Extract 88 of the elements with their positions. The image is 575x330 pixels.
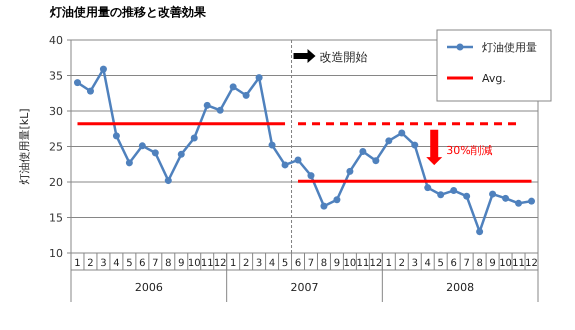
y-tick-label: 10 xyxy=(49,247,63,260)
x-tick-label: 8 xyxy=(476,258,483,269)
point xyxy=(74,79,81,86)
x-tick-label: 1 xyxy=(386,258,392,269)
point xyxy=(398,130,406,137)
chart-title: 灯油使用量の推移と改善効果 xyxy=(49,5,207,19)
x-tick-label: 2 xyxy=(242,258,250,269)
point xyxy=(359,148,366,155)
legend-label: Avg. xyxy=(482,72,506,85)
y-axis-title: 灯油使用量[kL] xyxy=(18,108,31,185)
x-tick-label: 5 xyxy=(438,258,444,269)
point xyxy=(138,142,146,150)
point xyxy=(86,88,94,95)
x-tick-label: 10 xyxy=(499,258,512,269)
point xyxy=(126,159,133,166)
y-tick-label: 25 xyxy=(49,140,63,154)
point xyxy=(307,172,314,180)
x-tick-label: 4 xyxy=(424,258,431,269)
point xyxy=(450,187,458,194)
point xyxy=(152,149,159,156)
x-tick-label: 4 xyxy=(268,258,276,269)
x-tick-label: 9 xyxy=(178,258,184,269)
point xyxy=(515,200,522,207)
x-tick-label: 12 xyxy=(369,258,382,269)
x-tick-label: 11 xyxy=(356,258,370,269)
x-tick-label: 1 xyxy=(230,258,236,269)
point xyxy=(437,191,444,198)
point xyxy=(476,228,484,236)
point xyxy=(424,184,432,192)
legend-label: 灯油使用量 xyxy=(482,41,537,54)
point xyxy=(190,134,198,142)
x-tick-label: 8 xyxy=(320,258,328,269)
point xyxy=(320,202,328,210)
annotation: 30%削減 xyxy=(446,144,493,158)
x-tick-label: 5 xyxy=(282,258,288,269)
point xyxy=(178,150,185,158)
x-tick-label: 5 xyxy=(126,258,133,269)
x-tick-label: 7 xyxy=(463,258,470,269)
text: 2006 xyxy=(134,281,163,294)
y-tick-label: 20 xyxy=(49,176,63,189)
point xyxy=(268,142,276,149)
point xyxy=(216,106,224,114)
text: 2007 xyxy=(290,281,318,294)
ref-line-label: 改造開始 xyxy=(320,50,368,64)
x-tick-label: 10 xyxy=(344,258,356,269)
point xyxy=(294,156,302,164)
x-tick-label: 12 xyxy=(214,258,227,269)
point xyxy=(346,168,354,175)
x-tick-label: 2 xyxy=(87,258,94,269)
x-tick-label: 1 xyxy=(74,258,81,269)
x-tick-label: 6 xyxy=(294,258,302,269)
y-tick-label: 30 xyxy=(49,105,63,118)
point xyxy=(489,190,496,198)
point xyxy=(372,157,380,164)
point xyxy=(282,161,289,168)
point xyxy=(256,74,263,82)
x-tick-label: 2 xyxy=(398,258,405,269)
point xyxy=(230,83,237,90)
point xyxy=(463,192,470,200)
x-tick-label: 9 xyxy=(334,258,340,269)
point xyxy=(502,194,510,202)
x-tick-label: 3 xyxy=(100,258,107,269)
x-tick-label: 7 xyxy=(152,258,159,269)
x-tick-label: 8 xyxy=(165,258,172,269)
point xyxy=(333,196,340,204)
point xyxy=(164,177,172,184)
point xyxy=(204,102,211,109)
point xyxy=(411,142,418,149)
x-tick-label: 6 xyxy=(450,258,457,269)
x-tick-label: 10 xyxy=(188,258,201,269)
x-tick-label: 3 xyxy=(412,258,418,269)
x-tick-label: 9 xyxy=(489,258,496,269)
point xyxy=(528,198,536,205)
y-tick-label: 15 xyxy=(49,212,63,224)
x-tick-label: 11 xyxy=(200,258,214,269)
x-tick-label: 11 xyxy=(512,258,525,269)
x-tick-label: 4 xyxy=(113,258,120,269)
x-tick-label: 12 xyxy=(525,258,538,269)
text: 2008 xyxy=(446,281,474,294)
point xyxy=(100,66,107,73)
x-tick-label: 6 xyxy=(139,258,146,269)
x-tick-label: 7 xyxy=(308,258,314,269)
x-tick-label: 3 xyxy=(256,258,262,269)
point xyxy=(385,137,392,144)
point xyxy=(242,92,250,99)
y-tick-label: 40 xyxy=(49,34,63,47)
y-tick-label: 35 xyxy=(49,70,63,82)
point xyxy=(112,132,120,140)
